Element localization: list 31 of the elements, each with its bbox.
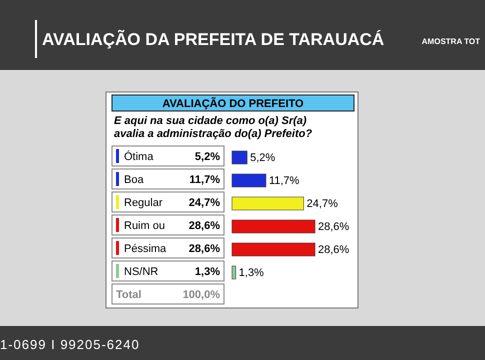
text: Total bbox=[116, 289, 142, 301]
text: 24,7% bbox=[306, 198, 338, 210]
data-label: 5,2% bbox=[194, 151, 220, 163]
text: 28,6% bbox=[318, 221, 350, 233]
text: 11,7% bbox=[268, 175, 300, 187]
bar bbox=[232, 196, 304, 210]
data-label: 28,6% bbox=[188, 220, 220, 232]
chart-title: AVALIAÇÃO DA PREFEITA DE TARAUACÁ bbox=[42, 29, 384, 49]
data-label: 11,7% bbox=[189, 174, 220, 186]
text: AMOSTRA TOT bbox=[422, 37, 480, 46]
bar bbox=[232, 174, 266, 188]
text: 1-0699 I 99205-6240 bbox=[0, 337, 140, 352]
bar bbox=[232, 266, 236, 280]
bar bbox=[232, 150, 248, 164]
bar bbox=[232, 242, 316, 256]
y-tick-label: NS/NR bbox=[124, 266, 158, 278]
y-tick-label: Péssima bbox=[124, 243, 168, 255]
text: 100,0% bbox=[182, 289, 220, 301]
y-tick-label: Regular bbox=[124, 197, 163, 209]
data-label: 1,3% bbox=[194, 266, 220, 278]
text: 5,2% bbox=[250, 152, 276, 164]
data-label: 28,6% bbox=[188, 243, 220, 255]
y-tick-label: Ruim ou bbox=[124, 220, 165, 232]
chart-subtitle: AVALIAÇÃO DO PREFEITO bbox=[162, 97, 304, 110]
text: E aqui na sua cidade como o(a) Sr(a) avalia a administração do(a) Prefeito? bbox=[114, 115, 312, 140]
data-label: 24,7% bbox=[188, 197, 220, 209]
text: 1,3% bbox=[238, 267, 264, 279]
bar bbox=[232, 220, 316, 234]
y-tick-label: Ótima bbox=[124, 150, 154, 163]
text: 28,6% bbox=[318, 244, 350, 256]
y-tick-label: Boa bbox=[124, 174, 144, 186]
